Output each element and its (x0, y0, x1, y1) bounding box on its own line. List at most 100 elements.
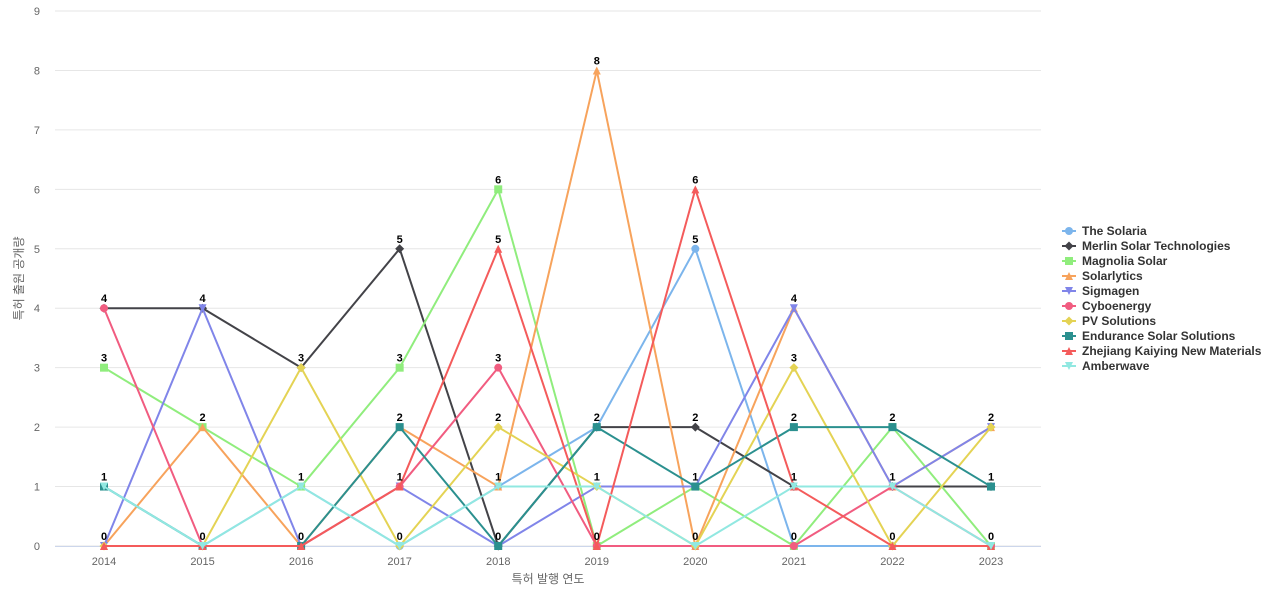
data-label: 2 (692, 412, 698, 424)
data-label: 0 (397, 531, 403, 543)
data-point (789, 363, 799, 373)
data-label: 3 (397, 353, 403, 365)
legend-item: Sigmagen (1062, 284, 1139, 298)
data-label: 0 (298, 531, 304, 543)
data-label: 1 (791, 472, 797, 484)
data-point (691, 244, 700, 253)
legend-marker (1064, 316, 1074, 326)
data-label: 2 (199, 412, 205, 424)
data-label: 0 (594, 531, 600, 543)
data-point (691, 185, 700, 194)
data-point (494, 185, 503, 194)
y-tick-label: 0 (34, 541, 40, 553)
y-tick-label: 1 (34, 482, 40, 494)
legend-label: The Solaria (1082, 224, 1147, 238)
legend-item: Magnolia Solar (1062, 254, 1168, 268)
data-label: 3 (495, 353, 501, 365)
legend-item: Solarlytics (1062, 269, 1143, 283)
data-point (395, 363, 404, 372)
data-label: 3 (101, 353, 107, 365)
legend-marker (1065, 272, 1073, 280)
data-label: 4 (199, 293, 206, 305)
legend-label: Merlin Solar Technologies (1082, 239, 1231, 253)
data-point (888, 482, 897, 491)
data-point (789, 423, 798, 432)
data-label: 2 (594, 412, 600, 424)
y-axis-title: 특허 출원 공개량 (12, 237, 26, 321)
data-point (592, 66, 601, 75)
x-tick-label: 2021 (782, 556, 806, 568)
grid-lines (55, 10, 1041, 547)
data-point (297, 542, 306, 550)
data-label: 0 (199, 531, 205, 543)
data-point (691, 542, 700, 550)
y-tick-label: 3 (34, 363, 40, 375)
data-label: 2 (495, 412, 501, 424)
data-point (494, 542, 503, 550)
legend-marker (1065, 257, 1073, 265)
data-point (198, 304, 207, 313)
series-amberwave (100, 482, 995, 550)
data-point (789, 542, 798, 550)
legend-label: Sigmagen (1082, 284, 1139, 298)
y-tick-label: 6 (34, 184, 40, 196)
x-tick-label: 2018 (486, 556, 510, 568)
data-point (198, 423, 207, 432)
data-label: 0 (692, 531, 698, 543)
data-point (100, 363, 108, 372)
data-label: 2 (397, 412, 403, 424)
x-axis-ticks: 2014 2015 2016 2017 2018 2019 2020 2021 2022 2023 (92, 556, 1003, 568)
data-label: 1 (495, 472, 501, 484)
y-tick-label: 9 (34, 6, 40, 18)
data-label: 1 (397, 472, 403, 484)
data-label: 1 (889, 472, 895, 484)
data-point (494, 363, 503, 372)
legend-label: Magnolia Solar (1082, 254, 1168, 268)
data-label: 5 (692, 234, 698, 246)
data-label: 4 (101, 293, 108, 305)
legend-label: Solarlytics (1082, 269, 1143, 283)
x-tick-label: 2020 (683, 556, 707, 568)
data-label: 5 (397, 234, 403, 246)
x-tick-label: 2016 (289, 556, 313, 568)
data-labels: 4 3 1 0 4 2 0 3 1 0 5 3 2 1 0 6 5 3 2 1 0 8 2 1 0 6 5 2 1 0 4 3 2 1 0 2 1 0 2 1… (101, 55, 994, 543)
data-point (100, 304, 108, 313)
x-tick-label: 2014 (92, 556, 116, 568)
data-label: 1 (101, 472, 107, 484)
legend-item: Amberwave (1062, 359, 1150, 373)
legend-marker (1064, 241, 1074, 251)
legend-item: Zhejiang Kaiying New Materials (1062, 344, 1262, 358)
data-point (297, 482, 306, 491)
data-label: 1 (988, 472, 994, 484)
data-point (100, 542, 108, 550)
data-label: 1 (298, 472, 304, 484)
data-point (691, 482, 700, 491)
legend-item: Endurance Solar Solutions (1062, 329, 1236, 343)
series-pv-solutions (99, 363, 996, 551)
data-label: 1 (692, 472, 698, 484)
data-point (592, 542, 601, 550)
data-point (395, 482, 404, 491)
data-point (789, 304, 798, 313)
series-line (104, 366, 992, 547)
data-point (987, 482, 995, 491)
series-line (103, 485, 992, 547)
y-tick-label: 7 (34, 125, 40, 137)
data-point (592, 482, 601, 491)
data-label: 6 (495, 174, 501, 186)
data-point (789, 482, 798, 491)
y-axis-ticks: 0 1 2 3 4 5 6 7 8 9 (34, 6, 40, 553)
data-label: 0 (495, 531, 501, 543)
data-point (690, 422, 700, 432)
x-tick-label: 2022 (880, 556, 904, 568)
legend-label: PV Solutions (1082, 314, 1156, 328)
legend-marker (1065, 227, 1073, 235)
series-line (103, 307, 992, 547)
legend-marker (1065, 362, 1073, 370)
legend-item: Cyboenergy (1062, 299, 1152, 313)
data-point (888, 423, 897, 432)
series-line (104, 188, 991, 547)
data-label: 3 (791, 353, 797, 365)
data-point (198, 542, 207, 550)
data-point (592, 423, 601, 432)
